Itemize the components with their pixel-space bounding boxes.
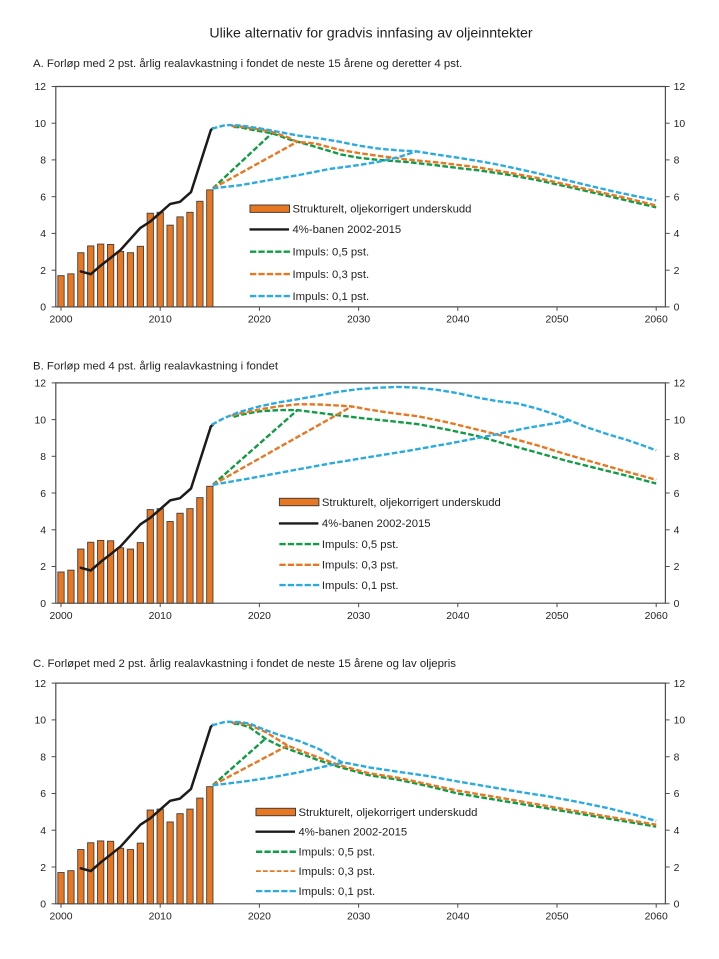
svg-text:4: 4 xyxy=(40,826,46,837)
svg-text:2060: 2060 xyxy=(645,911,668,922)
svg-text:2: 2 xyxy=(40,562,46,573)
svg-text:2: 2 xyxy=(674,562,680,573)
svg-text:10: 10 xyxy=(674,119,686,130)
svg-text:12: 12 xyxy=(34,82,46,93)
svg-text:Impuls: 0,1 pst.: Impuls: 0,1 pst. xyxy=(322,580,399,592)
svg-text:Impuls: 0,3 pst.: Impuls: 0,3 pst. xyxy=(293,269,370,281)
svg-text:6: 6 xyxy=(674,192,680,203)
svg-text:Strukturelt, oljekorrigert und: Strukturelt, oljekorrigert underskudd xyxy=(322,497,501,509)
svg-text:A. Forløp med 2 pst. årlig re: A. Forløp med 2 pst. årlig realavkastnin… xyxy=(33,58,462,70)
svg-text:2: 2 xyxy=(674,863,680,874)
svg-text:2020: 2020 xyxy=(248,611,271,622)
svg-text:0: 0 xyxy=(674,599,680,610)
svg-text:6: 6 xyxy=(674,789,680,800)
svg-text:2: 2 xyxy=(40,266,46,277)
svg-text:0: 0 xyxy=(40,303,46,314)
svg-text:6: 6 xyxy=(40,789,46,800)
svg-text:6: 6 xyxy=(40,489,46,500)
svg-text:0: 0 xyxy=(40,599,46,610)
svg-text:4%-banen 2002-2015: 4%-banen 2002-2015 xyxy=(322,518,431,530)
svg-text:12: 12 xyxy=(34,679,46,690)
svg-text:Impuls: 0,5 pst.: Impuls: 0,5 pst. xyxy=(299,847,376,859)
svg-text:12: 12 xyxy=(674,679,686,690)
svg-text:Impuls: 0,5 pst.: Impuls: 0,5 pst. xyxy=(293,247,370,259)
svg-text:8: 8 xyxy=(40,752,46,763)
svg-text:10: 10 xyxy=(34,716,46,727)
svg-text:4: 4 xyxy=(40,526,46,537)
svg-text:Strukturelt, oljekorrigert und: Strukturelt, oljekorrigert underskudd xyxy=(293,204,472,216)
svg-text:12: 12 xyxy=(674,82,686,93)
svg-text:Impuls: 0,5 pst.: Impuls: 0,5 pst. xyxy=(322,539,399,551)
svg-text:2030: 2030 xyxy=(347,911,370,922)
svg-text:10: 10 xyxy=(34,119,46,130)
svg-text:2020: 2020 xyxy=(248,911,271,922)
svg-text:2000: 2000 xyxy=(49,911,72,922)
svg-text:4: 4 xyxy=(674,826,680,837)
svg-text:2050: 2050 xyxy=(545,611,568,622)
svg-text:2010: 2010 xyxy=(149,315,172,326)
svg-text:0: 0 xyxy=(40,900,46,911)
svg-text:10: 10 xyxy=(674,415,686,426)
svg-text:4%-banen 2002-2015: 4%-banen 2002-2015 xyxy=(299,827,408,839)
svg-text:2030: 2030 xyxy=(347,315,370,326)
svg-text:10: 10 xyxy=(674,716,686,727)
svg-text:12: 12 xyxy=(34,379,46,390)
svg-text:Impuls: 0,1 pst.: Impuls: 0,1 pst. xyxy=(299,886,376,898)
svg-text:8: 8 xyxy=(40,156,46,167)
svg-text:Strukturelt, oljekorrigert und: Strukturelt, oljekorrigert underskudd xyxy=(299,807,478,819)
svg-text:2: 2 xyxy=(674,266,680,277)
svg-text:2050: 2050 xyxy=(545,911,568,922)
svg-text:8: 8 xyxy=(674,752,680,763)
svg-text:4: 4 xyxy=(674,526,680,537)
svg-text:12: 12 xyxy=(674,379,686,390)
svg-text:0: 0 xyxy=(674,900,680,911)
svg-text:B. Forløp med 4 pst. årlig re: B. Forløp med 4 pst. årlig realavkastnin… xyxy=(33,361,279,373)
svg-text:4: 4 xyxy=(40,229,46,240)
svg-text:4%-banen 2002-2015: 4%-banen 2002-2015 xyxy=(293,224,402,236)
svg-text:0: 0 xyxy=(674,303,680,314)
svg-text:2030: 2030 xyxy=(347,611,370,622)
svg-text:2020: 2020 xyxy=(248,315,271,326)
svg-text:2: 2 xyxy=(40,863,46,874)
svg-text:2040: 2040 xyxy=(446,315,469,326)
svg-text:Impuls: 0,1 pst.: Impuls: 0,1 pst. xyxy=(293,291,370,303)
svg-text:6: 6 xyxy=(674,489,680,500)
svg-text:2040: 2040 xyxy=(446,911,469,922)
svg-text:2060: 2060 xyxy=(645,315,668,326)
svg-text:8: 8 xyxy=(40,452,46,463)
svg-text:Ulike alternativ for gradvis i: Ulike alternativ for gradvis innfasing a… xyxy=(209,26,533,42)
svg-text:2000: 2000 xyxy=(49,611,72,622)
svg-text:Impuls: 0,3 pst.: Impuls: 0,3 pst. xyxy=(322,560,399,572)
svg-text:2000: 2000 xyxy=(49,315,72,326)
svg-text:6: 6 xyxy=(40,192,46,203)
svg-text:C. Forløpet med 2 pst. årlig: C. Forløpet med 2 pst. årlig realavkastn… xyxy=(33,658,456,670)
svg-text:10: 10 xyxy=(34,415,46,426)
svg-text:2010: 2010 xyxy=(149,611,172,622)
svg-text:Impuls: 0,3 pst.: Impuls: 0,3 pst. xyxy=(299,866,376,878)
svg-text:2040: 2040 xyxy=(446,611,469,622)
svg-text:2050: 2050 xyxy=(545,315,568,326)
svg-text:2060: 2060 xyxy=(645,611,668,622)
svg-text:8: 8 xyxy=(674,452,680,463)
svg-text:8: 8 xyxy=(674,156,680,167)
svg-text:2010: 2010 xyxy=(149,911,172,922)
svg-text:4: 4 xyxy=(674,229,680,240)
